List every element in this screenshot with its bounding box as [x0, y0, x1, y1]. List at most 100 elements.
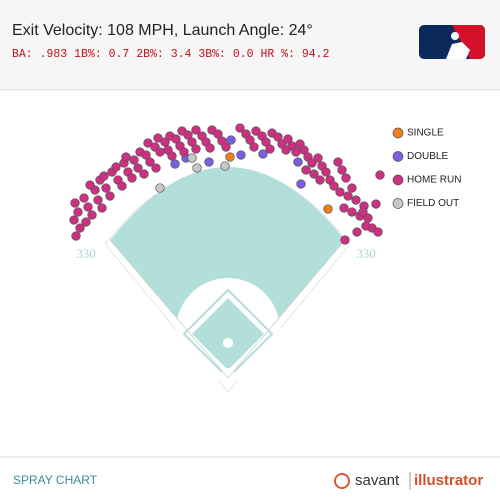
hit-point [83, 202, 93, 212]
hit-point [339, 203, 349, 213]
hit-point [204, 157, 214, 167]
hit-point [221, 142, 231, 152]
hit-point [333, 157, 343, 167]
hit-point [341, 173, 351, 183]
hit-point [70, 198, 80, 208]
hit-point [187, 137, 197, 147]
hit-point [99, 171, 109, 181]
hit-point [352, 227, 362, 237]
hit-point [296, 179, 306, 189]
legend-swatch [392, 174, 404, 186]
points [69, 123, 385, 245]
hit-point [105, 191, 115, 201]
hit-point [273, 132, 283, 142]
savant-logo: savant illustrator [334, 472, 483, 490]
hit-point [192, 163, 202, 173]
hit-point [191, 144, 201, 154]
hit-point [87, 210, 97, 220]
hit-point [73, 207, 83, 217]
hit-point [321, 167, 331, 177]
hit-point [307, 158, 317, 168]
distance-label: 330 [356, 246, 376, 261]
brand-savant: savant [355, 472, 400, 489]
hit-point [71, 231, 81, 241]
hit-point [117, 181, 127, 191]
hit-point [291, 147, 301, 157]
hit-point [375, 170, 385, 180]
hit-point [183, 130, 193, 140]
hit-point [309, 169, 319, 179]
hit-point [283, 134, 293, 144]
hit-point [205, 143, 215, 153]
hit-point [155, 183, 165, 193]
hit-point [141, 150, 151, 160]
field [104, 167, 351, 393]
hit-point [153, 133, 163, 143]
hit-point [145, 157, 155, 167]
hit-point [220, 161, 230, 171]
distance-label: 330 [76, 246, 96, 261]
hit-point [151, 163, 161, 173]
hit-point [358, 207, 368, 217]
hit-point [121, 152, 131, 162]
hit-point [93, 195, 103, 205]
hit-point [245, 135, 255, 145]
hit-point [249, 142, 259, 152]
hit-point [97, 203, 107, 213]
hit-point [75, 223, 85, 233]
hit-point [170, 159, 180, 169]
hit-point [373, 227, 383, 237]
hit-point [347, 183, 357, 193]
legend-label: HOME RUN [407, 175, 461, 186]
legend-swatch [392, 127, 404, 139]
hit-point [343, 191, 353, 201]
hit-point [81, 217, 91, 227]
hit-point [167, 151, 177, 161]
hit-point [171, 134, 181, 144]
hit-point [340, 235, 350, 245]
hit-point [361, 221, 371, 231]
hit-point [299, 145, 309, 155]
hit-point [160, 137, 170, 147]
hit-point [143, 138, 153, 148]
hit-point [265, 144, 275, 154]
legend-label: SINGLE [407, 128, 444, 139]
hit-point [127, 173, 137, 183]
hit-point [226, 135, 236, 145]
hit-point [335, 187, 345, 197]
hit-point [251, 126, 261, 136]
hit-point [293, 157, 303, 167]
hit-point [111, 162, 121, 172]
hit-point [191, 125, 201, 135]
hit-point [129, 155, 139, 165]
hit-point [301, 165, 311, 175]
hit-point [155, 147, 165, 157]
hit-point [69, 215, 79, 225]
hit-point [315, 175, 325, 185]
legend-label: DOUBLE [407, 151, 448, 162]
hit-point [337, 165, 347, 175]
hit-point [139, 169, 149, 179]
hit-point [258, 149, 268, 159]
hit-point [351, 195, 361, 205]
hit-point [101, 183, 111, 193]
legend-label: FIELD OUT [407, 198, 459, 209]
hit-point [79, 193, 89, 203]
hit-point [236, 150, 246, 160]
hit-point [225, 152, 235, 162]
mlb-logo [419, 25, 485, 59]
legend: SINGLE DOUBLE HOME RUN FIELD OUT [392, 127, 461, 209]
legend-swatch [392, 151, 404, 162]
hit-point [85, 180, 95, 190]
hit-point [347, 207, 357, 217]
hit-point [133, 163, 143, 173]
hit-point [323, 204, 333, 214]
hit-point [187, 153, 197, 163]
title: Exit Velocity: 108 MPH, Launch Angle: 24… [12, 22, 313, 39]
header-bg [0, 0, 500, 90]
footer-label: SPRAY CHART [13, 473, 98, 487]
stats: BA: .983 1B%: 0.7 2B%: 3.4 3B%: 0.0 HR %… [12, 48, 330, 61]
hit-point [261, 137, 271, 147]
hit-point [235, 123, 245, 133]
